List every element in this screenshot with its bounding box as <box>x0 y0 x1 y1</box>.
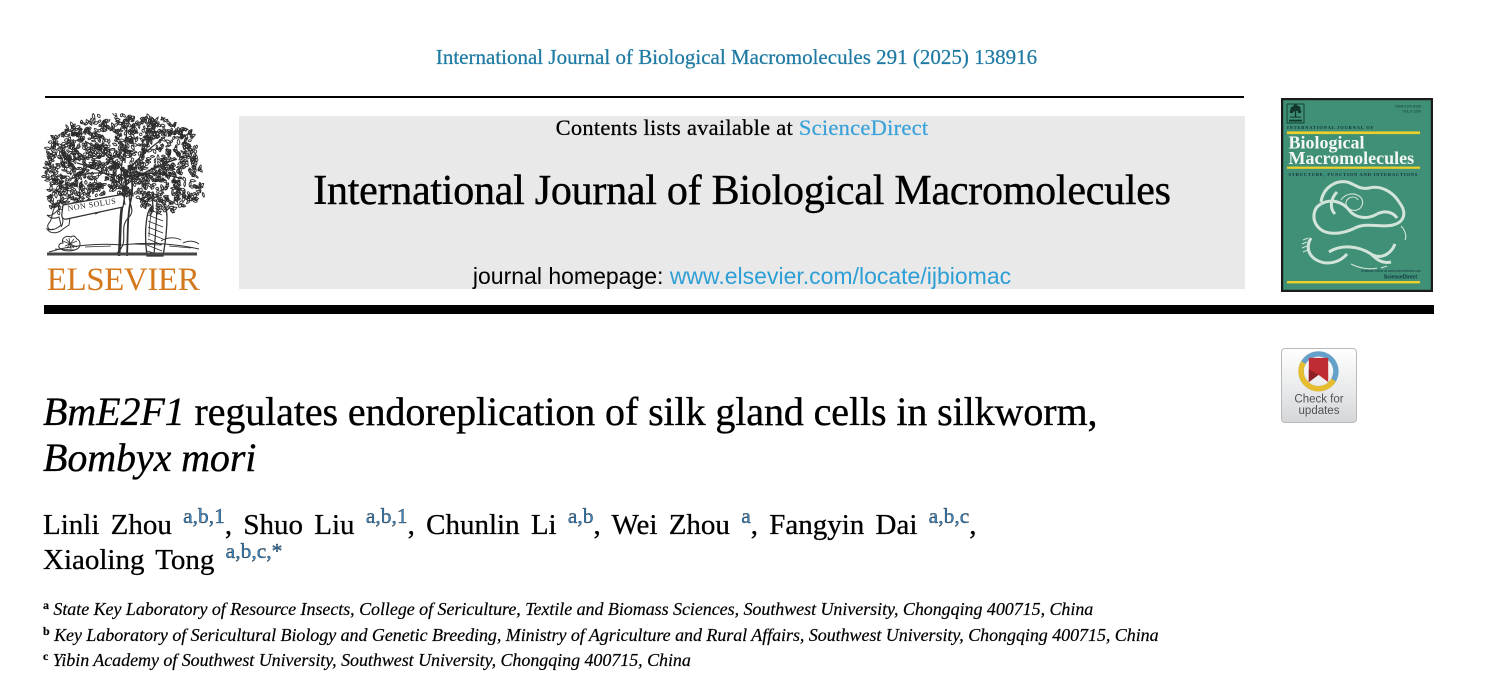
svg-text:updates: updates <box>1299 405 1340 417</box>
svg-text:Available online at www.scienc: Available online at www.sciencedirect.co… <box>1361 269 1421 273</box>
svg-text:VOL 9 1200: VOL 9 1200 <box>1402 110 1421 114</box>
svg-text:ISSN 0141-8130: ISSN 0141-8130 <box>1395 105 1421 109</box>
svg-text:STRUCTURE, FUNCTION AND INTERA: STRUCTURE, FUNCTION AND INTERACTIONS <box>1289 172 1419 177</box>
svg-text:INTERNATIONAL JOURNAL OF: INTERNATIONAL JOURNAL OF <box>1287 125 1374 130</box>
svg-text:ScienceDirect: ScienceDirect <box>1384 275 1417 281</box>
svg-text:Biological: Biological <box>1289 133 1365 153</box>
svg-text:Check for: Check for <box>1294 394 1343 406</box>
svg-text:Macromolecules: Macromolecules <box>1289 148 1415 168</box>
